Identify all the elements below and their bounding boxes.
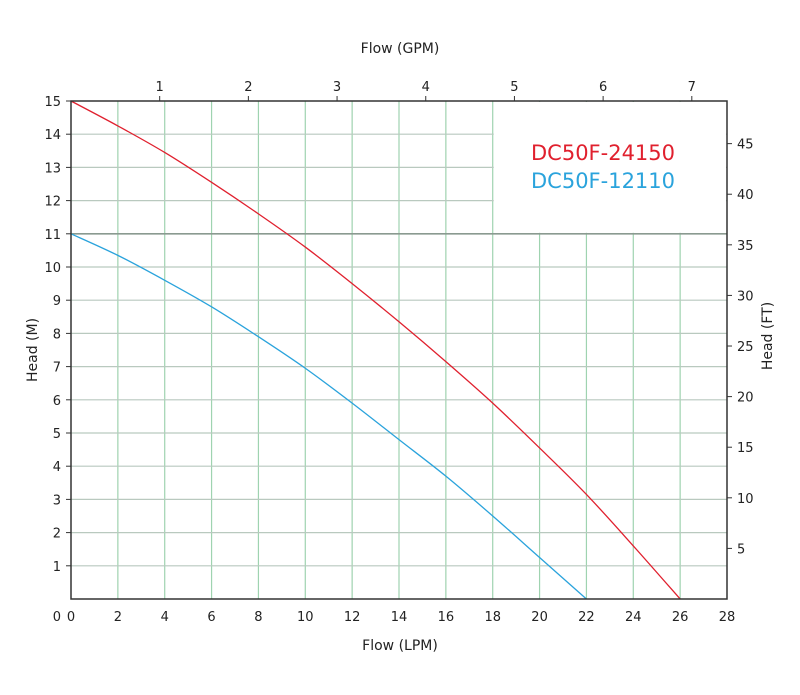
x-tick-label: 26 bbox=[672, 610, 689, 625]
y-tick-label: 5 bbox=[53, 427, 61, 442]
top-tick-label: 6 bbox=[599, 80, 607, 95]
y-tick-label: 13 bbox=[44, 161, 61, 176]
y-tick-label: 11 bbox=[44, 228, 61, 243]
x-tick-label: 18 bbox=[484, 610, 501, 625]
x-tick-label: 0 bbox=[67, 610, 75, 625]
x-axis-label: Flow (LPM) bbox=[362, 638, 438, 654]
y-tick-label: 15 bbox=[44, 95, 61, 110]
legend-box bbox=[493, 102, 726, 233]
x-tick-label: 20 bbox=[531, 610, 548, 625]
curves bbox=[70, 100, 681, 600]
top-tick-label: 7 bbox=[688, 80, 696, 95]
x-tick-label: 14 bbox=[391, 610, 408, 625]
plot-frame bbox=[70, 100, 728, 600]
right-tick-label: 35 bbox=[737, 239, 754, 254]
x-tick-label: 2 bbox=[114, 610, 122, 625]
y-tick-label: 6 bbox=[53, 394, 61, 409]
y-tick-label: 10 bbox=[44, 261, 61, 276]
x-tick-label: 12 bbox=[344, 610, 361, 625]
legend-entry-0: DC50F-24150 bbox=[531, 141, 675, 165]
y-tick-label: 12 bbox=[44, 195, 61, 210]
x-tick-label: 4 bbox=[161, 610, 169, 625]
y-axis-label: Head (M) bbox=[25, 318, 41, 382]
right-tick-label: 5 bbox=[737, 542, 745, 557]
right-tick-label: 20 bbox=[737, 391, 754, 406]
right-tick-label: 15 bbox=[737, 441, 754, 456]
legend-entry-1: DC50F-12110 bbox=[531, 169, 675, 193]
top-tick-label: 3 bbox=[333, 80, 341, 95]
y-tick-label: 2 bbox=[53, 527, 61, 542]
y-tick-label: 4 bbox=[53, 460, 61, 475]
x-tick-label: 6 bbox=[207, 610, 215, 625]
y-tick-label: 8 bbox=[53, 327, 61, 342]
right-axis-label: Head (FT) bbox=[760, 302, 776, 370]
x-tick-label: 22 bbox=[578, 610, 595, 625]
y-tick-label: 7 bbox=[53, 361, 61, 376]
y-tick-label: 9 bbox=[53, 294, 61, 309]
right-tick-label: 40 bbox=[737, 188, 754, 203]
right-tick-label: 10 bbox=[737, 492, 754, 507]
series-line-1 bbox=[70, 233, 587, 600]
x-tick-label: 28 bbox=[719, 610, 736, 625]
top-tick-label: 4 bbox=[422, 80, 430, 95]
right-tick-label: 25 bbox=[737, 340, 754, 355]
x-tick-label: 8 bbox=[254, 610, 262, 625]
top-tick-label: 1 bbox=[156, 80, 164, 95]
x-tick-label: 24 bbox=[625, 610, 642, 625]
top-tick-label: 5 bbox=[510, 80, 518, 95]
series-line-0 bbox=[70, 100, 681, 600]
x-tick-label: 16 bbox=[438, 610, 455, 625]
y-tick-label: 3 bbox=[53, 493, 61, 508]
y-tick-label: 14 bbox=[44, 128, 61, 143]
axes: 0 2 4 6 8 10 12 14 16 18 20 22 24 26 28123456789101112… bbox=[44, 80, 753, 625]
right-tick-label: 30 bbox=[737, 289, 754, 304]
top-tick-label: 2 bbox=[244, 80, 252, 95]
origin-label: 0 bbox=[53, 610, 61, 625]
x-tick-label: 10 bbox=[297, 610, 314, 625]
right-tick-label: 45 bbox=[737, 138, 754, 153]
y-tick-label: 1 bbox=[53, 560, 61, 575]
top-axis-label: Flow (GPM) bbox=[361, 41, 440, 57]
